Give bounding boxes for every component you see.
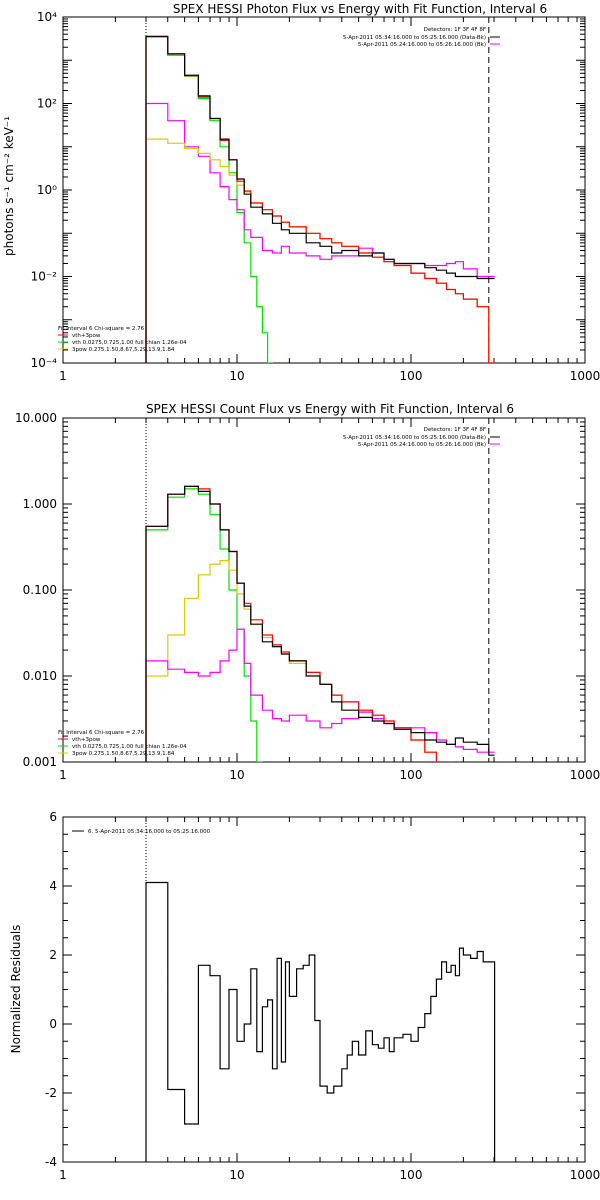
residuals-y-tick-label: 6 <box>49 810 57 824</box>
residuals-x-tick-label: 10 <box>229 1168 244 1182</box>
photon-flux-y-tick-label: 10⁻² <box>31 270 58 284</box>
residuals-y-tick-labels: -4 -2 0 2 4 6 <box>45 810 57 1169</box>
count-flux-y-tick-label: 10.000 <box>15 411 57 425</box>
count-flux-fit-entry-1: vth 0.0275,0.725,1.00 full chian 1.26e-0… <box>72 744 187 750</box>
photon-flux-x-tick-label: 100 <box>400 369 423 383</box>
residuals-y-tick-label: -2 <box>45 1086 57 1100</box>
residuals-series-residuals <box>145 881 496 1162</box>
photon-flux-panel: SPEX HESSI Photon Flux vs Energy with Fi… <box>2 2 600 383</box>
residuals-x-tick-label: 1 <box>59 1168 67 1182</box>
photon-flux-y-tick-label: 10⁰ <box>37 183 57 197</box>
photon-flux-plot <box>62 16 586 364</box>
residuals-y-tick-label: 4 <box>49 879 57 893</box>
residuals-y-tick-label: 2 <box>49 948 57 962</box>
count-flux-fit-entry-0: vth+3pow <box>72 737 101 743</box>
count-flux-y-tick-label: 0.010 <box>23 669 57 683</box>
count-flux-legend-entry-1: 5-Apr-2011 05:24:16.000 to 05:26:16.000 … <box>358 442 486 448</box>
photon-flux-title: SPEX HESSI Photon Flux vs Energy with Fi… <box>173 2 547 16</box>
photon-flux-series-vth <box>145 36 274 363</box>
residuals-x-tick-label: 100 <box>400 1168 423 1182</box>
photon-flux-fit-label: Fit Interval 6 Chi-square = 2.76 <box>58 326 145 332</box>
photon-flux-plot-frame <box>62 16 586 364</box>
residuals-plot <box>62 816 586 1163</box>
count-flux-series-background <box>145 628 495 762</box>
photon-flux-series-background <box>145 102 495 363</box>
residuals-panel: Normalized Residuals 1 10 100 1000 -4 -2 0 2 4 6… <box>9 810 600 1182</box>
photon-flux-legend: Detectors: 1F 3F 4F 8F 5-Apr-2011 05:34:… <box>343 27 500 48</box>
photon-flux-x-tick-label: 1 <box>59 369 67 383</box>
count-flux-x-tick-labels: 1 10 100 1000 <box>59 768 600 782</box>
photon-flux-fit-legend: Fit Interval 6 Chi-square = 2.76 vth+3po… <box>58 326 187 353</box>
photon-flux-ylabel: photons s⁻¹ cm⁻² keV⁻¹ <box>2 116 16 256</box>
photon-flux-fit-entry-0: vth+3pow <box>72 333 101 339</box>
photon-flux-legend-entry-0: 5-Apr-2011 05:34:16.000 to 05:25:16.000 … <box>343 35 486 41</box>
photon-flux-legend-header: Detectors: 1F 3F 4F 8F <box>424 27 486 33</box>
count-flux-fit-label: Fit Interval 6 Chi-square = 2.76 <box>58 730 145 736</box>
photon-flux-fit-entry-2: 3pow 0.275,1.50,8.67,5.29,13.9,1.84 <box>72 347 175 353</box>
residuals-legend-entry: 6. 5-Apr-2011 05:34:16.000 to 05:25:16.0… <box>88 829 211 835</box>
count-flux-fit-entry-2: 3pow 0.275,1.50,8.67,5.29,13.9,1.84 <box>72 751 175 757</box>
count-flux-title: SPEX HESSI Count Flux vs Energy with Fit… <box>146 402 514 416</box>
count-flux-x-tick-label: 1 <box>59 768 67 782</box>
photon-flux-y-tick-label: 10⁴ <box>37 10 57 24</box>
count-flux-x-tick-label: 100 <box>400 768 423 782</box>
count-flux-y-tick-label: 0.100 <box>23 583 57 597</box>
count-flux-legend-header: Detectors: 1F 3F 4F 8F <box>424 427 486 433</box>
count-flux-plot-frame <box>62 417 586 763</box>
residuals-plot-frame <box>62 816 586 1163</box>
count-flux-x-tick-label: 10 <box>229 768 244 782</box>
count-flux-panel: SPEX HESSI Count Flux vs Energy with Fit… <box>15 402 600 782</box>
residuals-x-tick-label: 1000 <box>570 1168 600 1182</box>
count-flux-fit-legend: Fit Interval 6 Chi-square = 2.76 vth+3po… <box>58 730 187 757</box>
residuals-ylabel: Normalized Residuals <box>9 925 23 1054</box>
count-flux-plot <box>62 417 586 763</box>
residuals-legend: 6. 5-Apr-2011 05:34:16.000 to 05:25:16.0… <box>72 829 211 835</box>
photon-flux-y-tick-labels: 10⁻⁴ 10⁻² 10⁰ 10² 10⁴ <box>31 10 58 370</box>
count-flux-y-tick-labels: 0.001 0.010 0.100 1.000 10.000 <box>15 411 57 769</box>
residuals-y-tick-label: 0 <box>49 1017 57 1031</box>
residuals-y-tick-label: -4 <box>45 1155 57 1169</box>
photon-flux-legend-entry-1: 5-Apr-2011 05:24:16.000 to 05:26:16.000 … <box>358 42 486 48</box>
photon-flux-y-tick-label: 10² <box>37 97 57 111</box>
count-flux-series-vth <box>145 488 263 762</box>
count-flux-series-vth-plus-3pow <box>145 485 453 762</box>
count-flux-y-tick-label: 0.001 <box>23 755 57 769</box>
residuals-x-tick-labels: 1 10 100 1000 <box>59 1168 600 1182</box>
photon-flux-series-3pow <box>145 138 495 363</box>
photon-flux-fit-entry-1: vth 0.0275,0.725,1.00 full chian 1.26e-0… <box>72 340 187 346</box>
photon-flux-x-tick-label: 1000 <box>570 369 600 383</box>
count-flux-x-tick-label: 1000 <box>570 768 600 782</box>
photon-flux-y-tick-label: 10⁻⁴ <box>31 356 58 370</box>
count-flux-legend-entry-0: 5-Apr-2011 05:34:16.000 to 05:25:16.000 … <box>343 435 486 441</box>
count-flux-series-total <box>145 485 495 762</box>
count-flux-legend: Detectors: 1F 3F 4F 8F 5-Apr-2011 05:34:… <box>343 427 500 448</box>
photon-flux-x-tick-labels: 1 10 100 1000 <box>59 369 600 383</box>
photon-flux-series-total <box>145 36 495 363</box>
photon-flux-x-tick-label: 10 <box>229 369 244 383</box>
count-flux-y-tick-label: 1.000 <box>23 497 57 511</box>
